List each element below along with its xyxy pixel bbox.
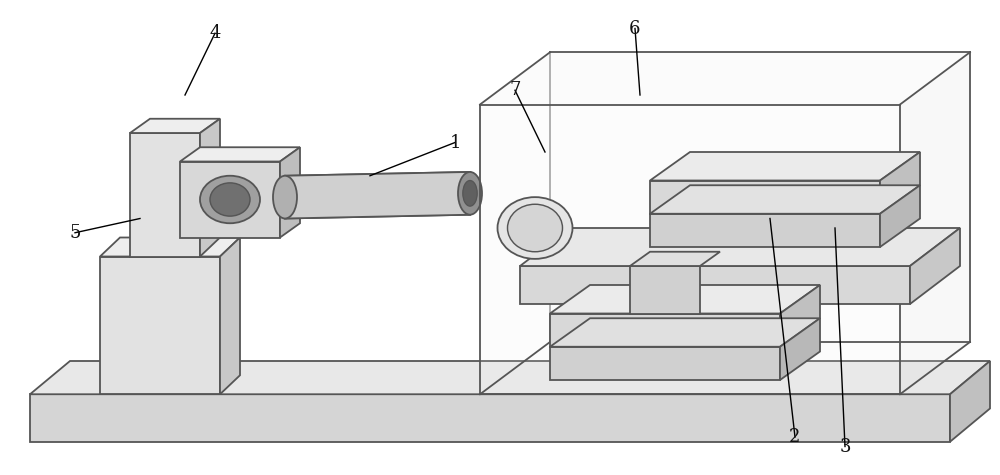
Polygon shape	[220, 238, 240, 394]
Polygon shape	[550, 314, 780, 347]
Polygon shape	[520, 228, 960, 266]
Text: 4: 4	[209, 24, 221, 42]
Polygon shape	[550, 285, 820, 314]
Text: 7: 7	[509, 81, 521, 99]
Polygon shape	[550, 318, 820, 347]
Polygon shape	[880, 152, 920, 214]
Ellipse shape	[463, 180, 477, 206]
Polygon shape	[550, 347, 780, 380]
Text: 2: 2	[789, 428, 801, 446]
Polygon shape	[780, 318, 820, 380]
Polygon shape	[630, 252, 720, 266]
Polygon shape	[900, 52, 970, 394]
Polygon shape	[650, 180, 880, 214]
Polygon shape	[200, 119, 220, 256]
Polygon shape	[100, 256, 220, 394]
Polygon shape	[950, 361, 990, 442]
Text: 1: 1	[449, 133, 461, 152]
Polygon shape	[180, 147, 300, 162]
Polygon shape	[130, 119, 220, 133]
Text: 6: 6	[629, 19, 641, 38]
Polygon shape	[280, 147, 300, 238]
Polygon shape	[910, 228, 960, 304]
Text: 3: 3	[839, 437, 851, 456]
Ellipse shape	[200, 176, 260, 223]
Polygon shape	[285, 172, 470, 218]
Polygon shape	[100, 238, 240, 256]
Ellipse shape	[273, 176, 297, 218]
Ellipse shape	[498, 197, 572, 259]
Polygon shape	[630, 266, 700, 314]
Polygon shape	[650, 152, 920, 180]
Polygon shape	[30, 361, 990, 394]
Polygon shape	[480, 104, 900, 394]
Ellipse shape	[458, 172, 482, 215]
Text: 5: 5	[69, 224, 81, 242]
Ellipse shape	[210, 183, 250, 216]
Polygon shape	[480, 52, 970, 104]
Polygon shape	[650, 185, 920, 214]
Polygon shape	[30, 394, 950, 442]
Polygon shape	[780, 285, 820, 347]
Polygon shape	[130, 133, 200, 256]
Polygon shape	[880, 185, 920, 247]
Ellipse shape	[508, 204, 562, 252]
Polygon shape	[650, 214, 880, 247]
Polygon shape	[520, 266, 910, 304]
Polygon shape	[180, 162, 280, 238]
